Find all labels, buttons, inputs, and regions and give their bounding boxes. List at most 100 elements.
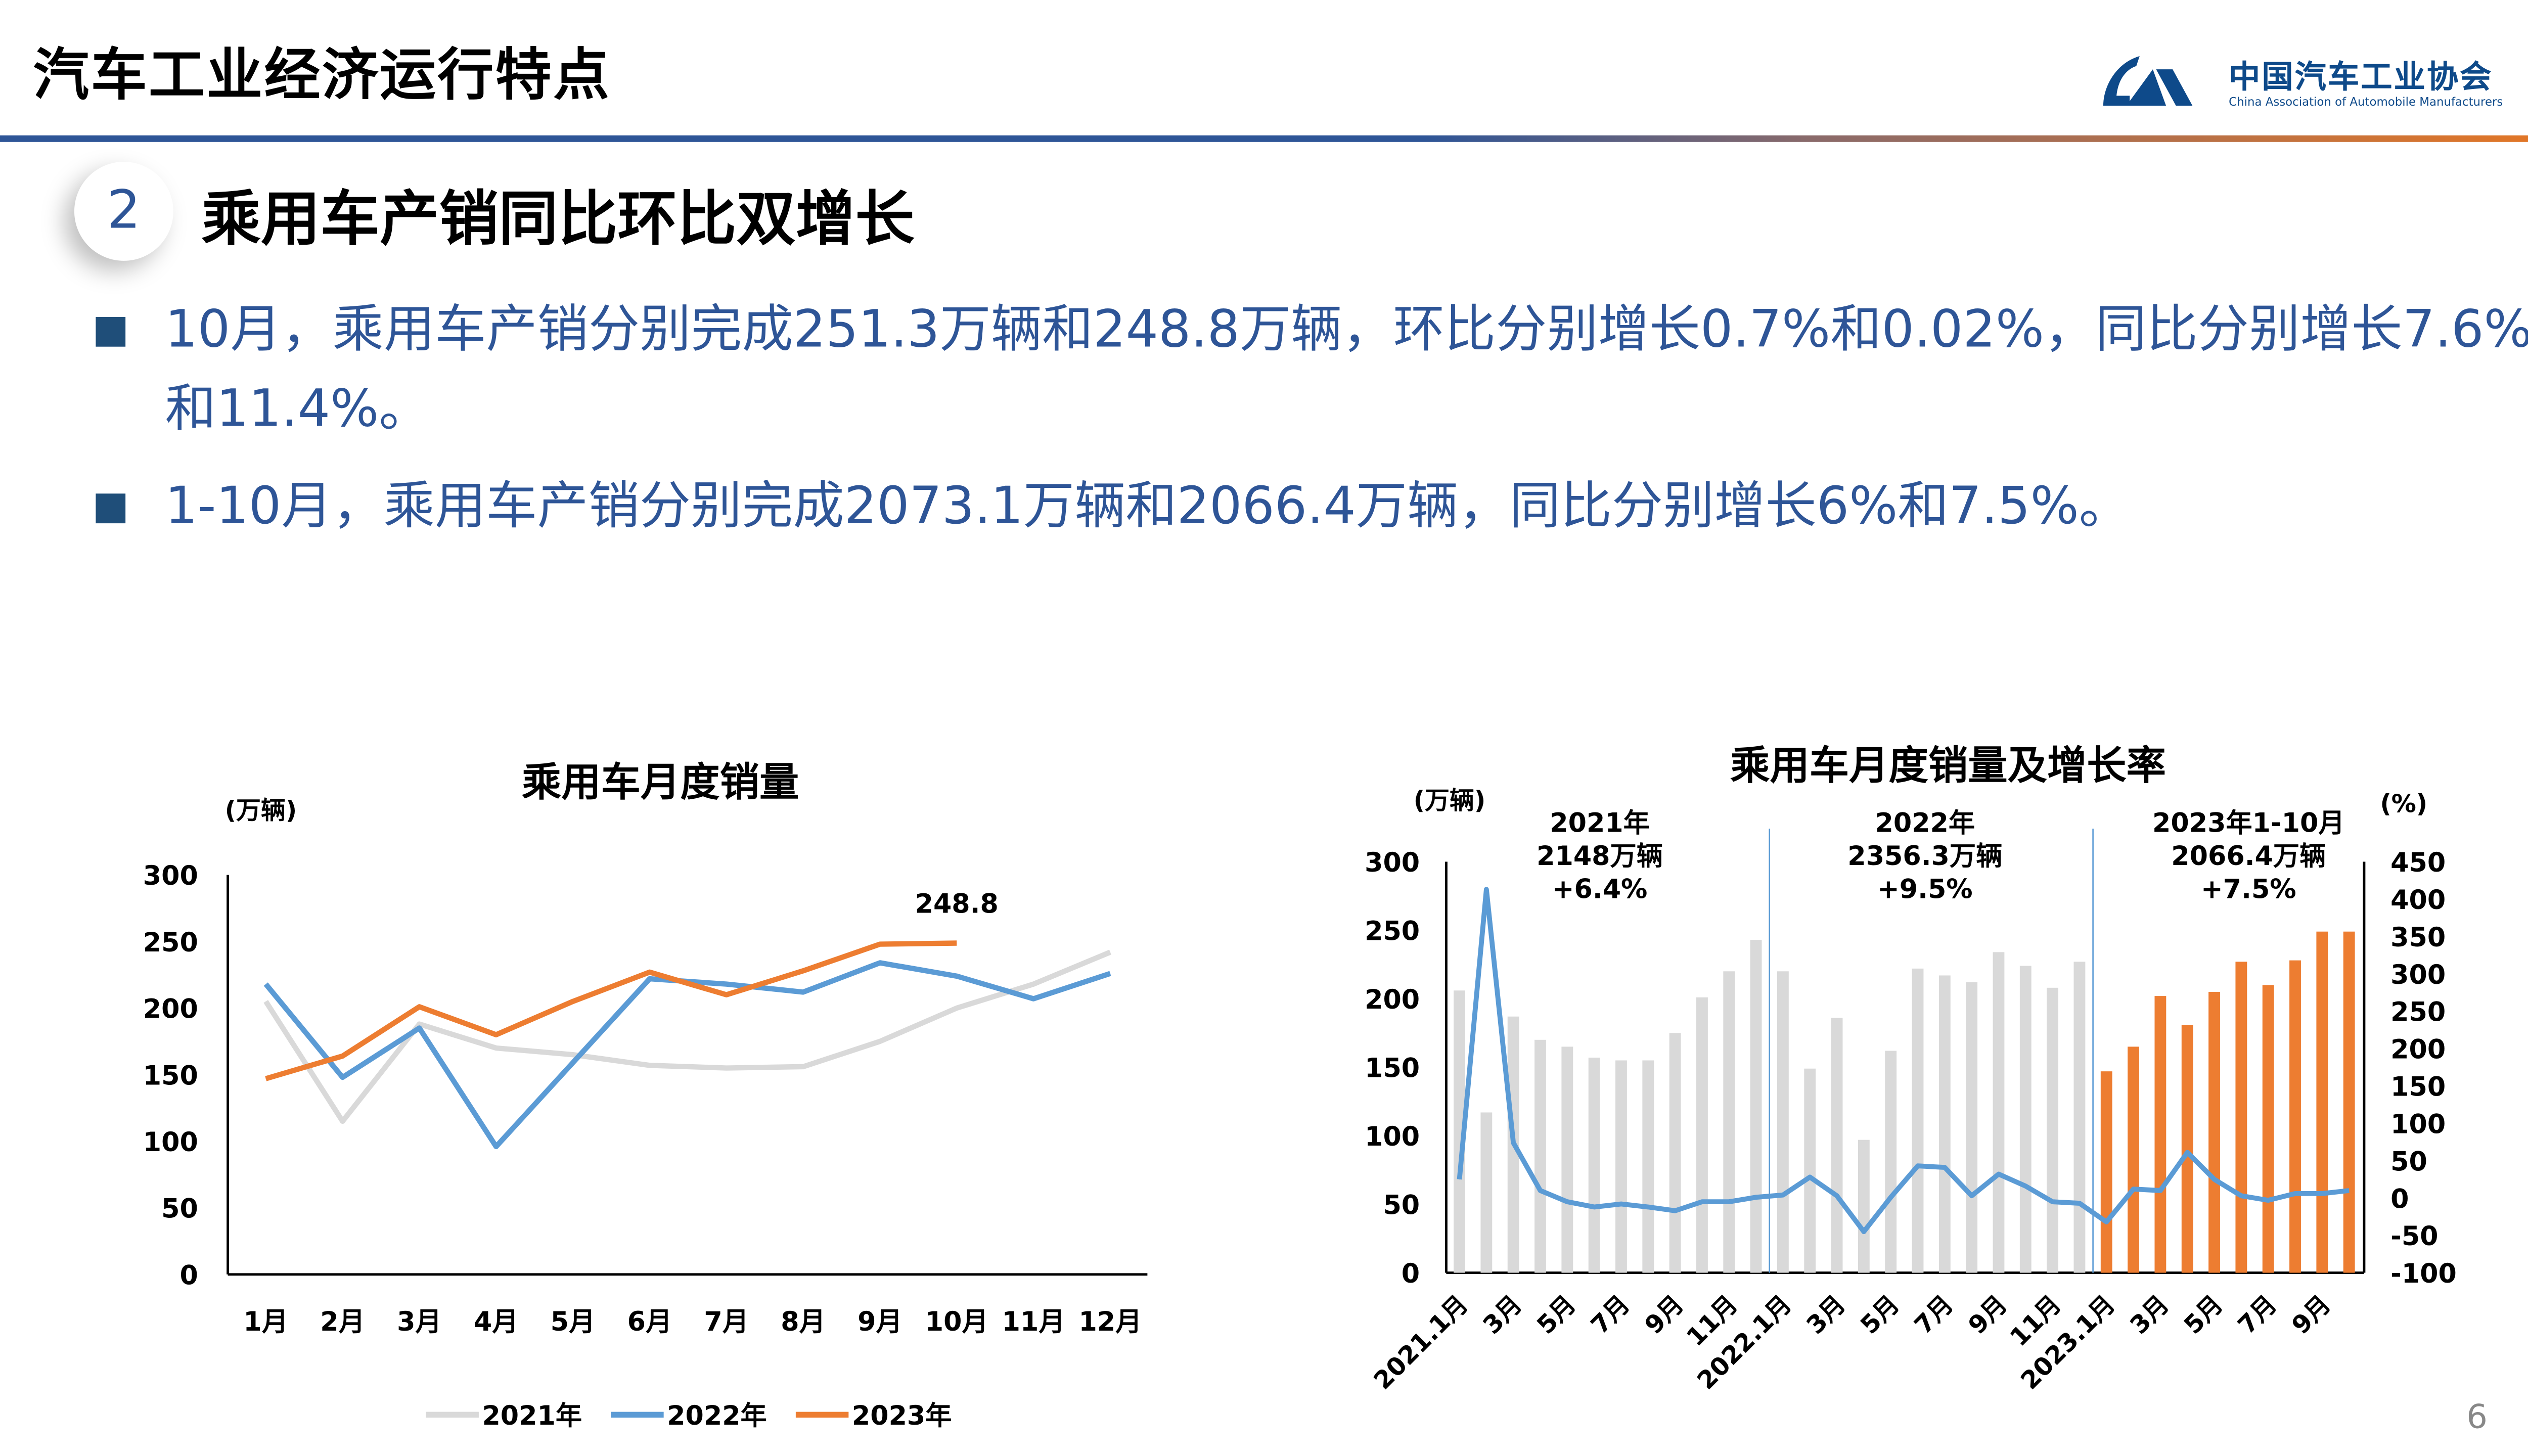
caam-logo: 中国汽车工业协会 China Association of Automobile… (2097, 50, 2526, 116)
data-point (342, 1121, 343, 1122)
period-growth: +7.5% (2201, 874, 2296, 904)
sales-bar (2208, 991, 2220, 1273)
y-tick-label-left: 100 (1365, 1122, 1420, 1152)
sales-bar (1777, 971, 1789, 1273)
y-tick-label: 150 (143, 1061, 198, 1091)
sales-bar (1669, 1033, 1681, 1273)
x-tick-label: 2021.1月 (1368, 1290, 1474, 1395)
y-tick-label-right: 0 (2390, 1184, 2409, 1214)
bullet-text: 10月，乘用车产销分别完成251.3万辆和248.8万辆，环比分别增长0.7%和… (165, 300, 2528, 439)
y-tick-label: 100 (143, 1127, 198, 1158)
x-tick-label: 7月 (704, 1307, 749, 1337)
y-tick-label-left: 150 (1365, 1054, 1420, 1084)
header-divider (0, 135, 2528, 142)
sales-bar (2047, 987, 2059, 1273)
period-total: 2356.3万辆 (1847, 841, 2002, 872)
sales-bar (2073, 962, 2086, 1273)
period-label: 2023年1-10月 (2152, 808, 2345, 839)
page-number: 6 (2466, 1396, 2488, 1436)
x-tick-label: 4月 (474, 1307, 519, 1337)
period-label: 2022年 (1875, 808, 1975, 839)
period-growth: +9.5% (1877, 874, 1973, 904)
logo-en-text: China Association of Automobile Manufact… (2229, 96, 2503, 109)
x-tick-label: 3月 (397, 1307, 442, 1337)
y-tick-label-left: 0 (1402, 1259, 1420, 1289)
bullet-square-icon (96, 493, 126, 524)
growth-rate-point (1486, 889, 1487, 890)
sales-bar (1804, 1068, 1816, 1273)
sales-bar (1480, 1112, 1493, 1273)
growth-rate-point (2268, 1200, 2269, 1201)
y-axis-right-label: (%) (2380, 790, 2427, 818)
x-tick-label: 5月 (551, 1307, 596, 1337)
y-tick-label-right: 300 (2390, 960, 2446, 990)
sales-bar (1615, 1060, 1627, 1273)
y-tick-label-left: 300 (1365, 848, 1420, 878)
x-tick-label: 2月 (320, 1307, 365, 1337)
chart-title: 乘用车月度销量 (522, 759, 799, 805)
y-tick-label: 0 (179, 1260, 198, 1291)
x-tick-label: 3月 (2125, 1290, 2175, 1340)
legend-label: 2022年 (667, 1401, 767, 1431)
sales-bar (2181, 1025, 2193, 1273)
sales-bar (1966, 982, 1978, 1273)
y-tick-label-right: 350 (2390, 923, 2446, 953)
x-tick-label: 7月 (2232, 1290, 2282, 1340)
growth-rate-point (2025, 1186, 2026, 1187)
slide-title: 汽车工业经济运行特点 (33, 42, 611, 109)
x-tick-label: 3月 (1801, 1290, 1851, 1340)
sales-bar (1588, 1058, 1600, 1273)
sales-bar (1858, 1140, 1870, 1273)
data-point (265, 1078, 266, 1079)
sales-bar (1831, 1018, 1843, 1273)
sales-bar (2262, 985, 2274, 1273)
data-label: 248.8 (915, 889, 999, 920)
y-tick-label-left: 200 (1365, 985, 1420, 1015)
y-tick-label-right: 250 (2390, 997, 2446, 1028)
x-tick-label: 5月 (1855, 1290, 1905, 1340)
x-tick-label: 7月 (1909, 1290, 1959, 1340)
monthly-sales-line-chart: 乘用车月度销量 (万辆) 0 50 100 150 200 250 300 1月 2月 3月 4月 5… (143, 759, 1148, 1431)
monthly-sales-growth-combo-chart: 乘用车月度销量及增长率 (万辆) (%) 0 50 100 150 200 250 300 -… (1365, 743, 2457, 1395)
y-axis-left-label: (万辆) (1414, 786, 1486, 815)
sales-bar (1723, 971, 1735, 1273)
data-point (342, 1056, 343, 1057)
growth-rate-point (1890, 1197, 1891, 1198)
chart-title: 乘用车月度销量及增长率 (1730, 743, 2166, 789)
series-line-2021年 (263, 949, 1111, 1124)
bullet-square-icon (96, 316, 126, 347)
sales-bar (2019, 966, 2032, 1273)
legend-label: 2021年 (482, 1401, 582, 1431)
x-tick-label: 3月 (1477, 1290, 1527, 1340)
y-tick-label-left: 250 (1365, 917, 1420, 947)
sales-bar (1696, 997, 1708, 1273)
sales-bar (1912, 968, 1924, 1273)
sales-bar (1642, 1060, 1654, 1273)
x-tick-label: 9月 (2286, 1290, 2336, 1340)
bullet-item: 1-10月，乘用车产销分别完成2073.1万辆和2066.4万辆，同比分别增长6… (96, 467, 2528, 550)
sales-bar (1534, 1039, 1546, 1273)
y-tick-label-right: -100 (2390, 1259, 2457, 1289)
period-total: 2148万辆 (1537, 841, 1663, 872)
period-label: 2021年 (1550, 808, 1650, 839)
sales-bar (1750, 939, 1762, 1273)
period-total: 2066.4万辆 (2171, 841, 2326, 872)
x-tick-label: 9月 (857, 1307, 902, 1337)
y-tick-label-right: 100 (2390, 1109, 2446, 1140)
x-tick-label: 5月 (1531, 1290, 1582, 1340)
y-tick-label: 50 (161, 1194, 198, 1224)
caam-logo-icon (2103, 56, 2193, 106)
data-point (1033, 998, 1034, 999)
x-tick-label: 10月 (925, 1307, 988, 1337)
y-tick-label-left: 50 (1383, 1191, 1420, 1221)
sales-bar (2343, 931, 2355, 1273)
sales-bar (2235, 962, 2247, 1273)
sales-bar (2316, 931, 2328, 1273)
growth-rate-line (1457, 887, 2350, 1235)
x-tick-label: 8月 (781, 1307, 826, 1337)
growth-rate-point (2187, 1152, 2188, 1153)
y-tick-label: 200 (143, 994, 198, 1025)
bullet-text: 1-10月，乘用车产销分别完成2073.1万辆和2066.4万辆，同比分别增长6… (165, 477, 2131, 537)
y-tick-label-right: 150 (2390, 1072, 2446, 1103)
sales-bar (1885, 1051, 1897, 1273)
